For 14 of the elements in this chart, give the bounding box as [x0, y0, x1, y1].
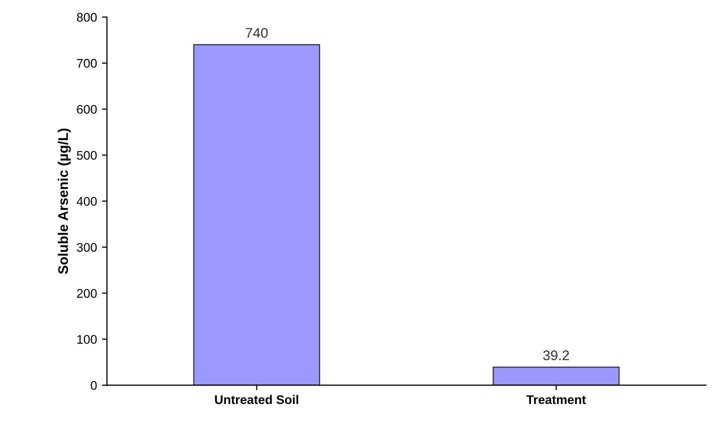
data-label: 39.2 — [543, 350, 569, 360]
data-label: 740 — [246, 28, 268, 38]
y-tick-label: 800 — [76, 12, 97, 22]
y-axis-title: Soluble Arsenic (µg/L) — [58, 128, 71, 274]
y-tick-label: 300 — [76, 242, 97, 252]
y-tick-label: 500 — [76, 150, 97, 160]
y-tick-label: 200 — [77, 288, 97, 298]
y-tick-label: 600 — [77, 104, 97, 114]
x-tick-label: Untreated Soil — [215, 394, 298, 404]
y-tick-label: 100 — [77, 334, 97, 344]
y-tick-label: 700 — [77, 58, 97, 68]
y-tick-label: 400 — [76, 196, 97, 206]
y-tick-label: 0 — [90, 381, 97, 390]
x-tick-label: Treatment — [526, 395, 586, 404]
